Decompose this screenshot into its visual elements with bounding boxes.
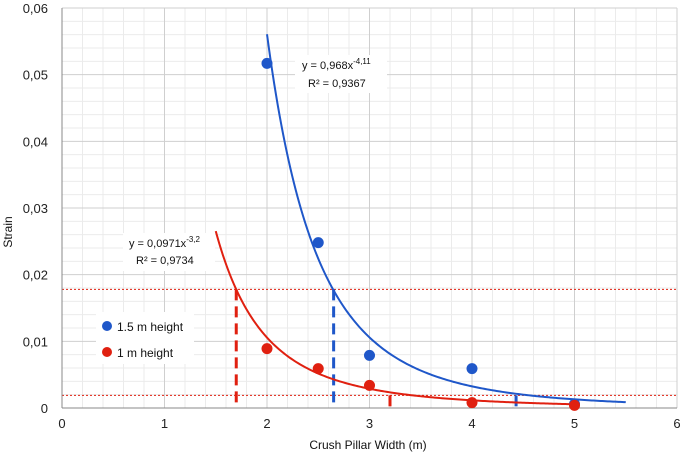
y-axis-title: Strain (1, 216, 15, 247)
x-axis-title: Crush Pillar Width (m) (309, 438, 426, 452)
data-point-1-5m (261, 57, 273, 69)
y-tick-label: 0,03 (23, 201, 48, 216)
equation-box-1m-bg (123, 233, 215, 271)
y-tick-label: 0,05 (23, 68, 48, 83)
legend: 1.5 m height 1 m height (96, 312, 194, 364)
major-gridlines (62, 7, 678, 408)
trendlines (214, 34, 626, 406)
legend-marker-1-5m (102, 321, 112, 331)
equation-1m-base: y = 0,0971x (129, 238, 187, 250)
trendline-1m (214, 230, 575, 406)
x-tick-label: 0 (58, 416, 65, 431)
y-tick-label: 0,01 (23, 334, 48, 349)
data-point-1m (569, 399, 580, 411)
data-point-1m (261, 343, 273, 355)
legend-label-1m: 1 m height (117, 346, 174, 360)
x-tick-label: 2 (263, 416, 270, 431)
r2-1m: R² = 0,9734 (136, 255, 194, 267)
data-point-1-5m (466, 363, 478, 375)
trendline-1-5m (266, 34, 626, 404)
equation-1-5m-exponent: -4,11 (353, 57, 371, 66)
equation-box-1-5m-bg (295, 55, 387, 93)
r2-1-5m: R² = 0,9367 (308, 78, 366, 90)
equation-1-5m: y = 0,968x-4,11 (302, 57, 371, 72)
data-point-1-5m (312, 237, 324, 249)
data-point-1m (466, 397, 478, 409)
equation-1-5m-base: y = 0,968x (302, 60, 354, 72)
data-point-1m (364, 379, 375, 391)
y-tick-label: 0,02 (23, 268, 48, 283)
y-tick-label: 0,06 (23, 1, 48, 16)
legend-marker-1m (102, 347, 112, 357)
equation-box-1m: y = 0,0971x-3,2 R² = 0,9734 (123, 233, 215, 271)
x-tick-label: 6 (673, 416, 680, 431)
equation-box-1-5m: y = 0,968x-4,11 R² = 0,9367 (295, 55, 387, 93)
x-tick-label: 1 (161, 416, 168, 431)
y-tick-label: 0 (41, 401, 48, 416)
tick-labels: 0 1 2 3 4 5 6 0 0,01 0,02 0,03 0,04 0,05 0,06 (23, 1, 681, 431)
data-point-1-5m (364, 349, 375, 361)
y-tick-label: 0,04 (23, 134, 48, 149)
data-points (261, 57, 580, 411)
x-tick-label: 3 (366, 416, 373, 431)
legend-label-1-5m: 1.5 m height (117, 320, 184, 334)
legend-bg (96, 312, 194, 364)
x-tick-label: 5 (571, 416, 578, 431)
x-tick-label: 4 (468, 416, 475, 431)
data-point-1m (312, 363, 324, 375)
equation-1m: y = 0,0971x-3,2 (129, 235, 201, 250)
equation-1m-exponent: -3,2 (186, 235, 200, 244)
reference-lines (62, 288, 677, 408)
